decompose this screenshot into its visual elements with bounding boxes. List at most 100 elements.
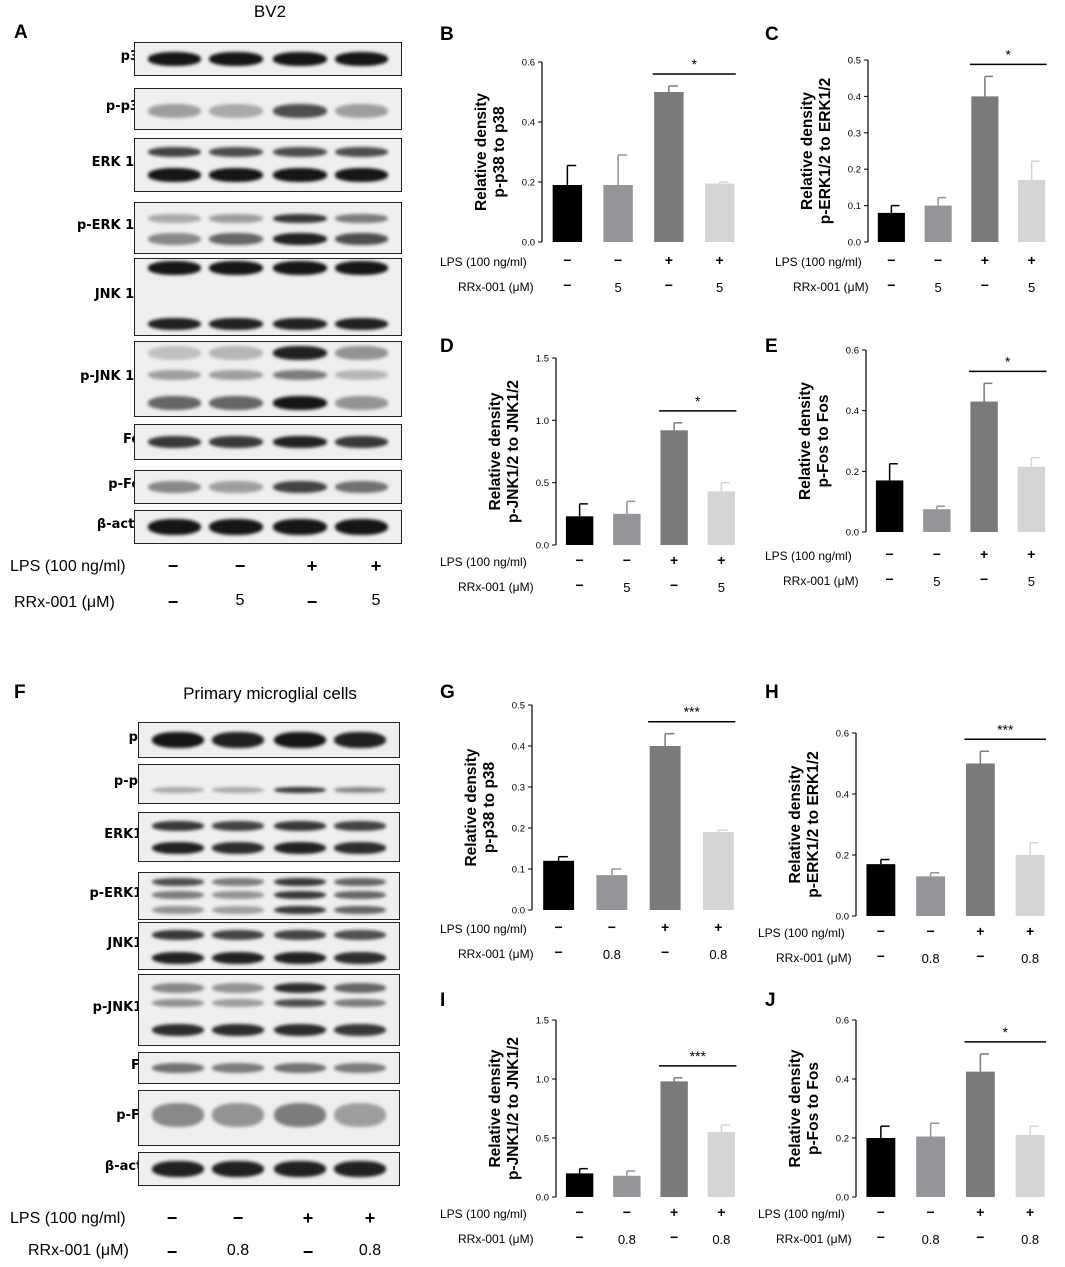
rrx-value: −: [575, 577, 584, 593]
bar: [923, 509, 951, 532]
blot-band: [274, 1023, 327, 1036]
blot-band: [274, 982, 327, 993]
blot-band: [152, 891, 204, 900]
blot-band: [148, 317, 202, 330]
y-tick-label: 1.0: [536, 1075, 549, 1086]
bar: [1015, 855, 1045, 916]
rrx-value: 0.8: [1021, 1232, 1040, 1247]
y-tick-label: 0.0: [836, 1193, 849, 1204]
lps-value: −: [167, 556, 179, 576]
blot-row-label: Fos: [10, 1058, 156, 1073]
bar: [965, 1071, 995, 1197]
rrx-value: 0.8: [602, 947, 621, 962]
blot-band: [334, 147, 388, 157]
blot-band: [273, 346, 327, 361]
blot-band: [334, 317, 388, 330]
lps-label-a: LPS (100 ng/ml): [10, 558, 126, 575]
rrx-value: 0.8: [1021, 951, 1040, 966]
lps-value: −: [622, 1204, 631, 1220]
blot-band: [148, 233, 202, 245]
bar: [877, 212, 905, 242]
rrx-label: RRx-001 (μM): [458, 280, 534, 294]
blot-band: [211, 821, 264, 832]
y-tick-label: 0.5: [848, 56, 861, 67]
rrx-value: −: [563, 277, 572, 293]
blot-band: [211, 982, 264, 993]
bar: [704, 183, 735, 242]
blot-band: [152, 821, 204, 832]
y-tick-label: 0.5: [536, 478, 549, 489]
rrx-label-a: RRx-001 (μM): [14, 594, 115, 611]
blot-band: [209, 147, 263, 157]
blot-image: [138, 872, 400, 920]
lps-value: −: [234, 556, 246, 576]
blot-band: [148, 481, 202, 493]
blot-band: [209, 261, 263, 276]
blot-band: [274, 878, 327, 887]
rrx-value: −: [980, 277, 989, 293]
blot-row-label: p-JNK 1/2: [80, 369, 148, 384]
blot-image: [138, 1152, 400, 1186]
rrx-label-f: RRx-001 (μM): [28, 1242, 129, 1259]
bar: [916, 876, 946, 916]
significance-marker: ***: [684, 704, 701, 720]
y-tick-label: 0.4: [836, 1075, 849, 1086]
blot-image: [138, 1052, 400, 1084]
blot-image: [134, 88, 402, 130]
y-tick-label: 0.0: [522, 238, 535, 249]
blot-band: [209, 481, 263, 493]
y-axis-label: Relative densityp-JNK1/2 to JNK1/2: [487, 380, 522, 523]
y-tick-label: 0.2: [848, 165, 861, 176]
blot-band: [273, 233, 327, 245]
y-tick-label: 0.0: [846, 528, 859, 539]
rrx-value: 5: [934, 280, 942, 295]
blot-band: [211, 841, 264, 854]
blot-band: [211, 1103, 264, 1128]
blot-row-label: p-Fos: [108, 477, 148, 492]
lps-value: +: [670, 552, 679, 568]
y-axis-label: Relative densityp-Fos to Fos: [797, 382, 832, 500]
lps-label: LPS (100 ng/ml): [440, 1207, 527, 1221]
blot-band: [152, 1023, 204, 1036]
y-tick-label: 0.4: [836, 790, 849, 801]
blot-band: [209, 317, 263, 330]
rrx-label: RRx-001 (μM): [458, 1232, 534, 1246]
blot-band: [273, 370, 327, 381]
bar: [702, 832, 734, 910]
bar: [565, 516, 594, 545]
rrx-value: −: [980, 571, 989, 587]
blot-image: [138, 764, 400, 804]
blot-image: [134, 424, 402, 460]
lps-value: −: [876, 923, 885, 939]
lps-value: −: [166, 1208, 178, 1228]
significance-marker: *: [1005, 353, 1011, 369]
rrx-label: RRx-001 (μM): [783, 574, 859, 588]
lps-value: −: [622, 552, 631, 568]
y-tick-label: 0.6: [522, 58, 535, 69]
blot-band: [211, 786, 264, 793]
blot-title-bv2: BV2: [253, 2, 287, 21]
blot-row-label: β-actin: [104, 1159, 156, 1174]
panel-letter-a: A: [14, 22, 28, 43]
blot-band: [209, 104, 263, 118]
significance-marker: *: [1003, 1024, 1009, 1040]
blot-row-label: JNK1/2: [107, 936, 156, 951]
blot-band: [152, 732, 204, 748]
blot-image: [138, 722, 400, 758]
blot-band: [334, 481, 388, 493]
lps-value: +: [370, 556, 382, 576]
blot-band: [152, 999, 204, 1007]
bar: [543, 860, 575, 910]
bar: [866, 864, 896, 916]
y-tick-label: 0.5: [512, 701, 525, 712]
rrx-value: −: [167, 592, 179, 612]
y-axis-label: Relative densityp-ERK1/2 to ERK1/2: [799, 78, 834, 224]
lps-value: −: [614, 252, 623, 268]
blot-band: [152, 929, 204, 940]
bar: [565, 1173, 594, 1197]
blot-band: [211, 732, 264, 748]
blot-band: [273, 481, 327, 493]
blot-band: [152, 905, 204, 914]
blot-band: [274, 1103, 327, 1128]
blot-band: [334, 436, 388, 448]
